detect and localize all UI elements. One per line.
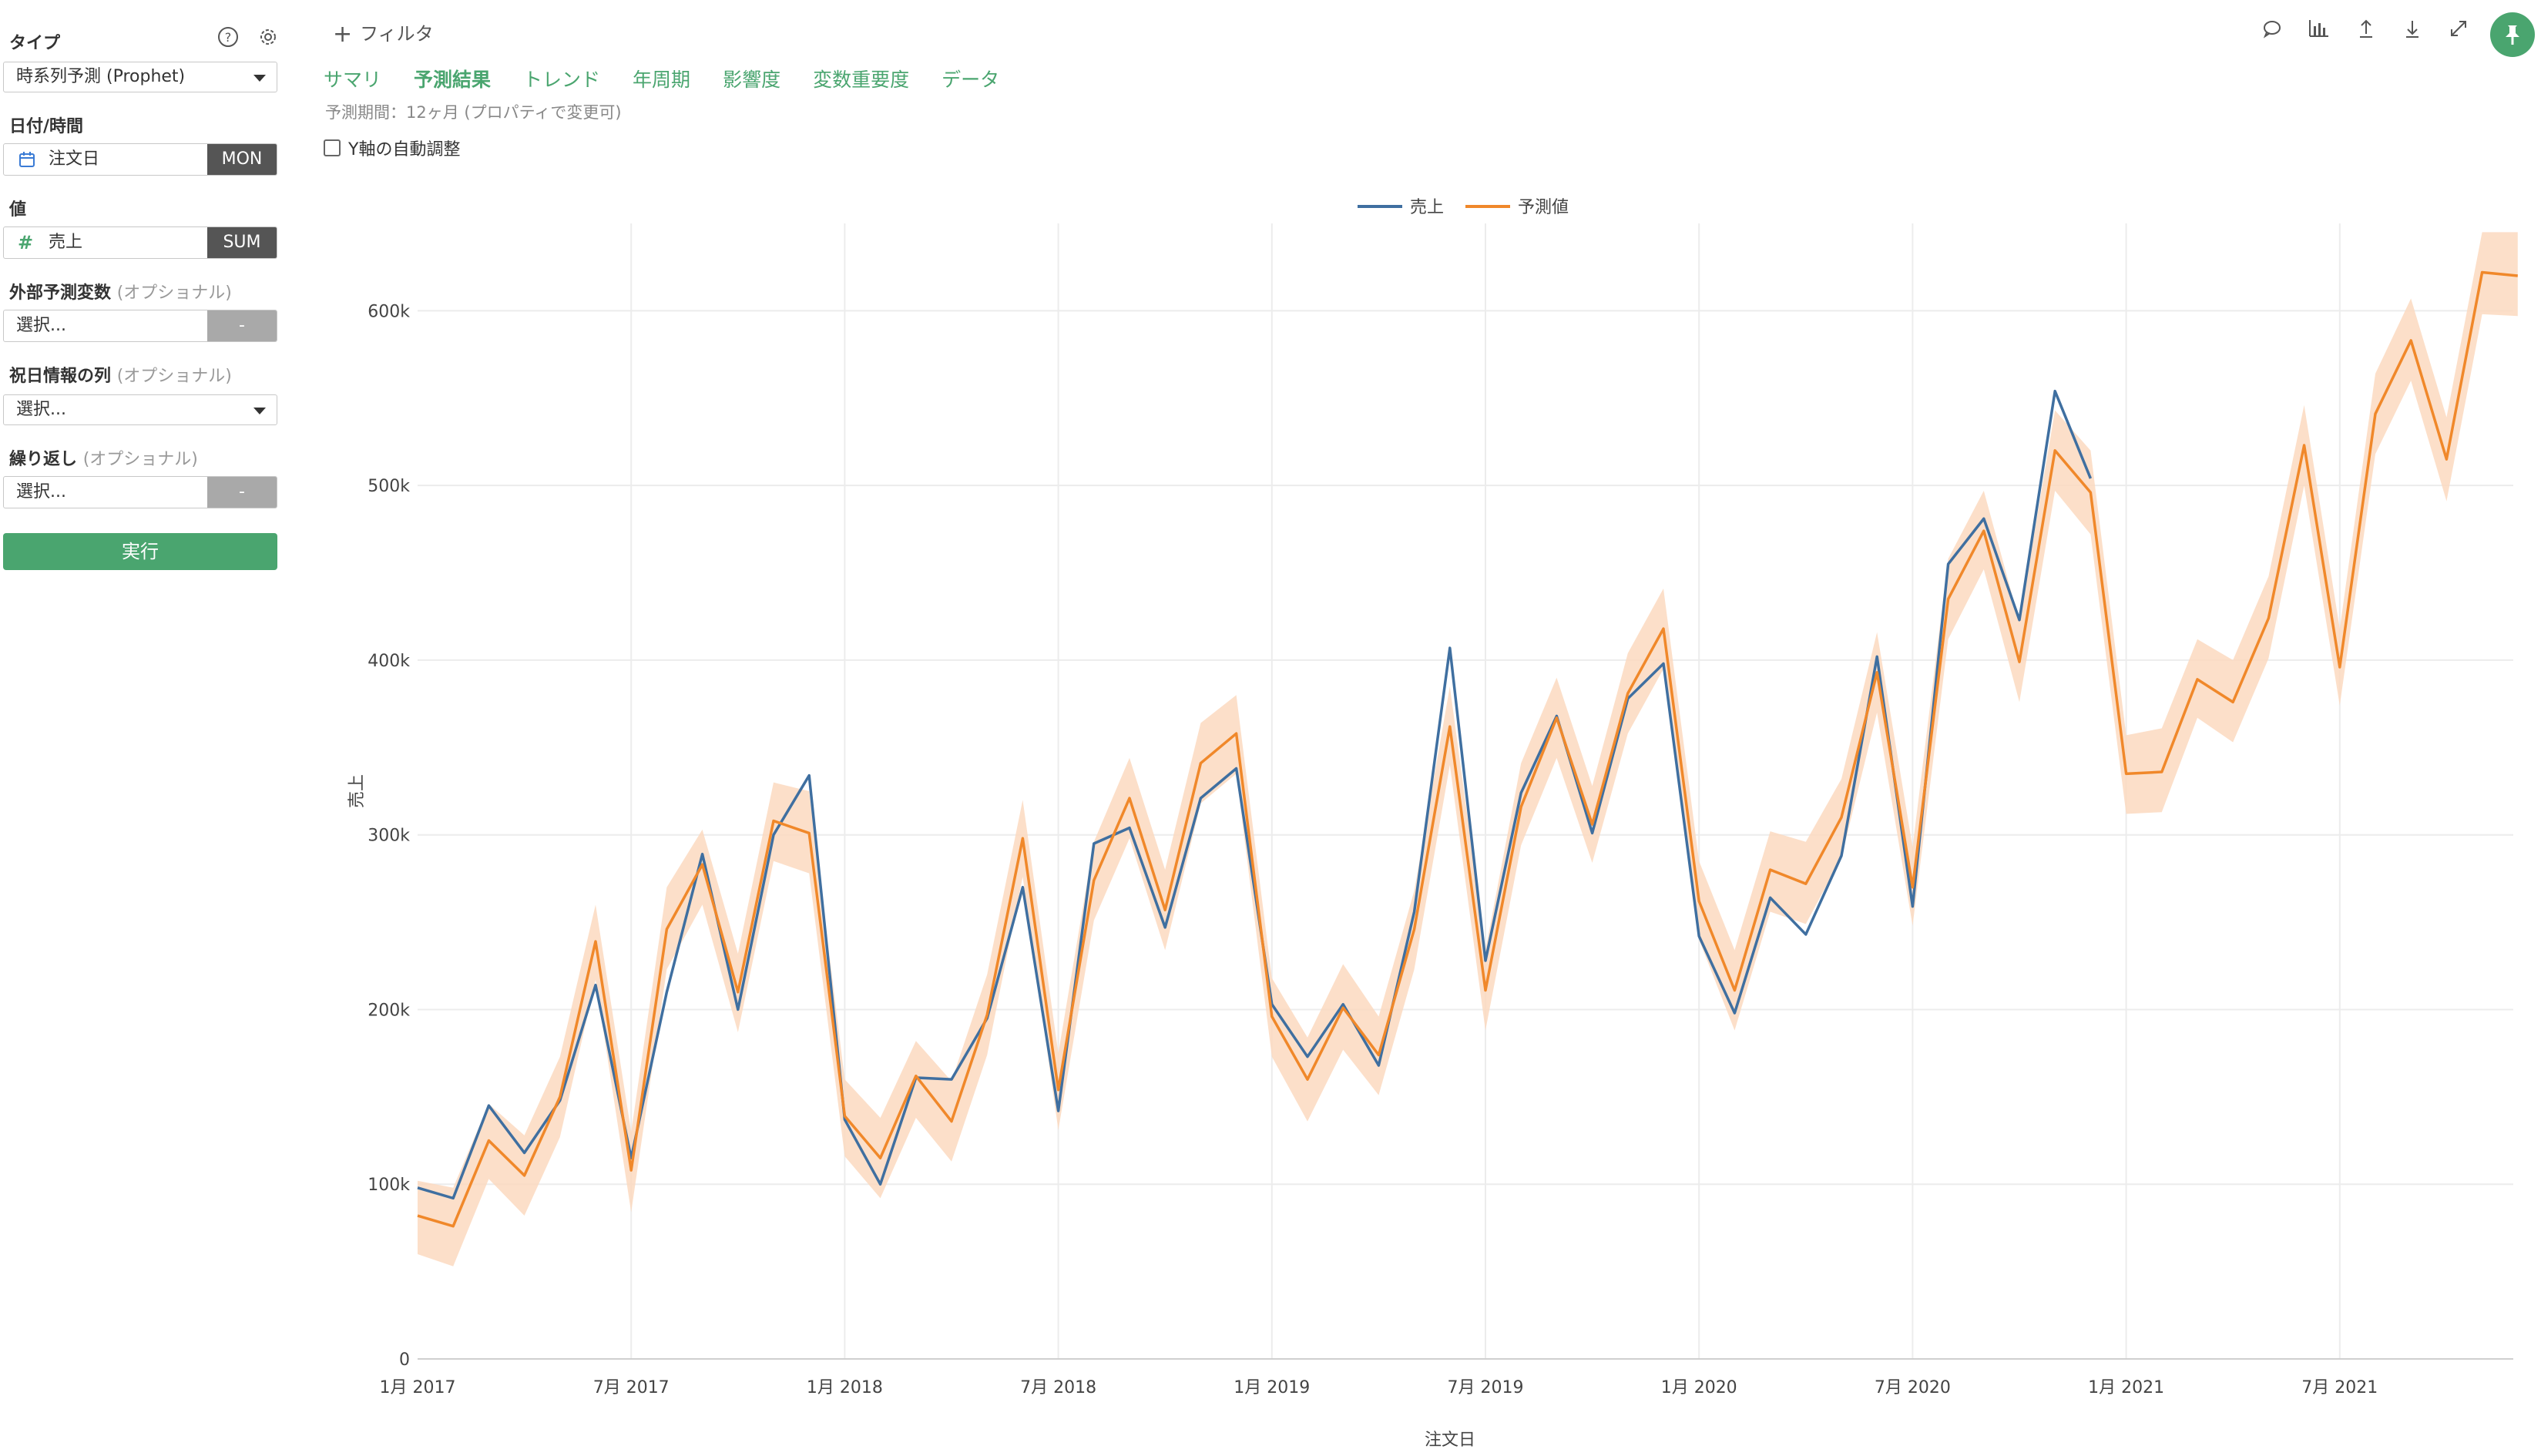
y-tick-label: 400k (368, 652, 410, 671)
tab-3[interactable]: 年周期 (633, 69, 691, 91)
value-label: 値 (9, 200, 27, 220)
chart-grid (418, 223, 2513, 1359)
question-circle-icon[interactable]: ? (217, 26, 239, 48)
gear-icon[interactable] (257, 26, 279, 48)
external-label-text: 外部予測変数 (9, 283, 112, 303)
chart-axes: 0 100k 200k 300k 400k 500k 600k 1月 2017 7月 2017 1… (347, 302, 2513, 1450)
add-filter-button[interactable]: + フィルタ (333, 18, 434, 48)
tab-6[interactable]: データ (942, 69, 1000, 91)
x-tick-label: 7月 2018 (1020, 1378, 1096, 1397)
svg-text:?: ? (225, 30, 232, 45)
date-field[interactable]: 注文日 MON (3, 143, 277, 176)
repeat-field[interactable]: 選択... - (3, 476, 277, 508)
y-tick-label: 600k (368, 302, 410, 321)
date-label: 日付/時間 (9, 117, 84, 136)
tab-4[interactable]: 影響度 (723, 69, 781, 91)
chevron-down-icon (253, 408, 266, 414)
x-tick-label: 1月 2021 (2088, 1378, 2164, 1397)
tab-0[interactable]: サマリ (324, 69, 382, 91)
date-unit-button[interactable]: MON (207, 144, 277, 175)
y-axis-label: 売上 (347, 774, 367, 808)
date-field-value: 注文日 (49, 149, 100, 169)
x-tick-label: 7月 2019 (1448, 1378, 1524, 1397)
pin-button[interactable] (2490, 12, 2535, 57)
holiday-select[interactable]: 選択... (3, 394, 277, 425)
y-tick-label: 100k (368, 1176, 410, 1195)
external-agg-button[interactable]: - (207, 310, 277, 341)
tab-5[interactable]: 変数重要度 (813, 69, 910, 91)
legend-label-forecast: 予測値 (1518, 198, 1569, 217)
download-icon[interactable] (2399, 18, 2425, 43)
repeat-label-text: 繰り返し (9, 450, 78, 469)
hash-icon: # (18, 232, 34, 253)
series-lines (417, 270, 2518, 1228)
external-optional: (オプショナル) (116, 283, 232, 303)
y-tick-label: 200k (368, 1001, 410, 1020)
value-field[interactable]: # 売上 SUM (3, 226, 277, 259)
tab-1[interactable]: 予測結果 (414, 69, 492, 91)
value-field-value: 売上 (49, 233, 83, 252)
plus-icon: + (333, 21, 353, 48)
external-field-value: 選択... (16, 316, 66, 335)
type-select[interactable]: 時系列予測 (Prophet) (3, 62, 277, 92)
tab-2[interactable]: トレンド (523, 69, 601, 91)
repeat-agg-button[interactable]: - (207, 477, 277, 508)
repeat-label: 繰り返し (オプショナル) (9, 445, 198, 470)
external-field[interactable]: 選択... - (3, 310, 277, 342)
y-tick-label: 500k (368, 477, 410, 496)
chevron-down-icon (253, 75, 266, 82)
y-auto-toggle[interactable]: Y軸の自動調整 (324, 136, 460, 160)
holiday-label: 祝日情報の列 (オプショナル) (9, 362, 232, 387)
x-tick-label: 7月 2021 (2301, 1378, 2378, 1397)
x-tick-label: 1月 2019 (1234, 1378, 1310, 1397)
y-auto-label: Y軸の自動調整 (348, 140, 461, 159)
calendar-icon (18, 144, 36, 175)
forecast-line (417, 270, 2518, 1228)
period-note: 予測期間：12ヶ月 (プロパティで変更可) (325, 103, 622, 122)
actual-sales-line (417, 389, 2093, 1200)
upload-icon[interactable] (2353, 18, 2379, 43)
holiday-optional: (オプショナル) (116, 367, 232, 386)
repeat-field-value: 選択... (16, 482, 66, 502)
holiday-select-value: 選択... (16, 400, 66, 419)
type-label: タイプ (9, 34, 61, 53)
y-tick-label: 0 (399, 1350, 410, 1370)
x-tick-label: 7月 2017 (593, 1378, 670, 1397)
x-tick-label: 7月 2020 (1875, 1378, 1951, 1397)
legend-label-actual: 売上 (1410, 198, 1444, 217)
type-select-value: 時系列予測 (Prophet) (16, 67, 186, 86)
x-tick-label: 1月 2017 (380, 1378, 456, 1397)
holiday-label-text: 祝日情報の列 (9, 367, 112, 386)
sidebar: タイプ ? 時系列予測 (Prophet) 日付/時間 注文日 MON 値 # … (0, 0, 285, 1456)
bar-chart-icon[interactable] (2305, 18, 2331, 43)
forecast-band (418, 232, 2518, 1266)
run-button[interactable]: 実行 (3, 533, 277, 570)
x-tick-label: 1月 2018 (807, 1378, 883, 1397)
chart-legend: 売上 予測値 (1358, 198, 1569, 217)
y-auto-checkbox[interactable] (324, 139, 341, 156)
value-agg-button[interactable]: SUM (207, 227, 277, 258)
x-axis-label: 注文日 (1425, 1431, 1475, 1450)
repeat-optional: (オプショナル) (82, 450, 198, 469)
filter-label: フィルタ (360, 23, 434, 45)
result-tabs: サマリ 予測結果 トレンド 年周期 影響度 変数重要度 データ (324, 65, 1032, 92)
comment-icon[interactable] (2259, 18, 2285, 43)
y-tick-label: 300k (368, 827, 410, 846)
pin-icon (2502, 22, 2523, 47)
x-tick-label: 1月 2020 (1661, 1378, 1737, 1397)
external-label: 外部予測変数 (オプショナル) (9, 279, 232, 304)
expand-icon[interactable] (2445, 18, 2472, 43)
forecast-interval-band (418, 232, 2518, 1266)
